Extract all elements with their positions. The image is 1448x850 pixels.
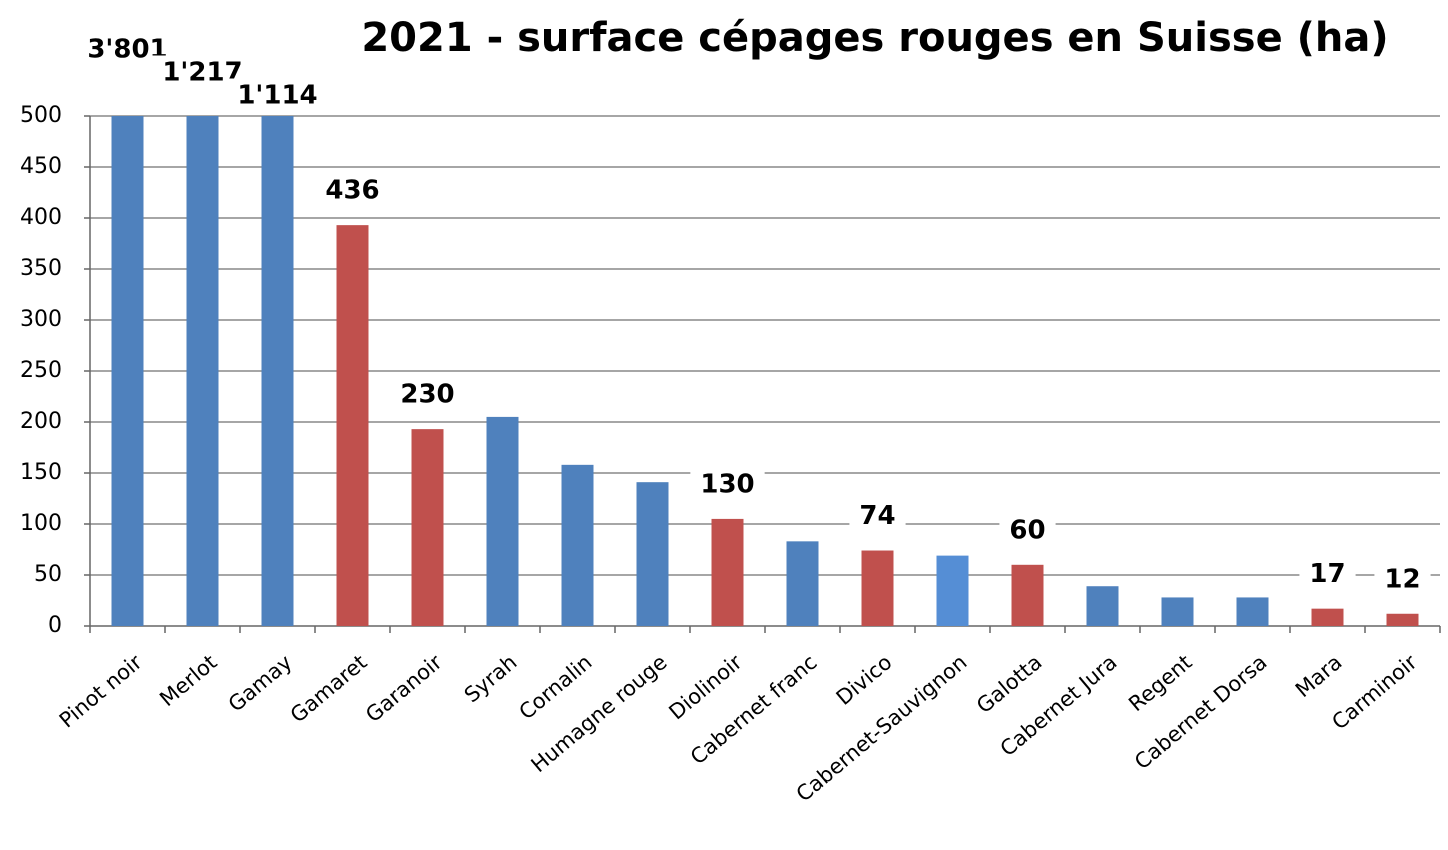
bar — [186, 116, 219, 626]
bar — [861, 550, 894, 626]
annotation-bg — [227, 78, 328, 113]
bar — [711, 518, 744, 626]
bar — [1011, 564, 1044, 626]
bar — [1161, 597, 1194, 626]
annotation: 12 — [1384, 564, 1420, 594]
annotation-bg — [390, 377, 465, 412]
annotation: 1'114 — [237, 81, 317, 111]
annotation: 130 — [700, 469, 754, 499]
x-tick-label: Cabernet franc — [686, 650, 822, 769]
annotation: 60 — [1009, 515, 1045, 545]
x-tick-label: Pinot noir — [55, 650, 147, 733]
x-tick-label: Gamay — [224, 650, 297, 717]
annotation-bg — [1374, 562, 1431, 597]
chart-title: 2021 - surface cépages rouges en Suisse … — [361, 15, 1388, 61]
annotation-bg — [690, 467, 765, 502]
y-tick-label: 450 — [20, 154, 62, 179]
bar — [1086, 586, 1119, 626]
x-tick-label: Mara — [1291, 650, 1347, 702]
x-tick-label: Humagne rouge — [526, 650, 671, 777]
bar — [561, 464, 594, 626]
y-tick-label: 400 — [20, 205, 62, 230]
bar — [411, 429, 444, 626]
bar — [336, 225, 369, 626]
x-tick-label: Syrah — [460, 650, 522, 707]
y-tick-label: 200 — [20, 409, 62, 434]
x-tick-label: Cabernet Dorsa — [1130, 650, 1272, 774]
x-tick-label: Garanoir — [361, 650, 447, 727]
x-tick-label: Divico — [832, 650, 897, 710]
annotation-bg — [849, 499, 906, 534]
annotation: 436 — [325, 176, 379, 206]
bar — [1386, 613, 1419, 626]
bar — [486, 416, 519, 626]
y-tick-label: 300 — [20, 307, 62, 332]
annotation-bg — [315, 173, 390, 208]
y-tick-label: 150 — [20, 460, 62, 485]
bar — [111, 116, 144, 626]
bar — [786, 541, 819, 626]
annotation-bg — [999, 513, 1056, 548]
bar — [636, 482, 669, 626]
y-tick-label: 100 — [20, 511, 62, 536]
x-tick-label: Galotta — [972, 650, 1047, 718]
annotation: 17 — [1309, 559, 1345, 589]
annotation: 230 — [400, 380, 454, 410]
bar — [1311, 608, 1344, 626]
x-tick-label: Merlot — [155, 650, 221, 711]
bars — [111, 116, 1419, 627]
bar — [1236, 597, 1269, 626]
annotation: 74 — [859, 501, 895, 531]
x-tick-label: Carminoir — [1327, 650, 1421, 735]
y-tick-label: 250 — [20, 358, 62, 383]
annotation-bg — [1299, 557, 1356, 592]
x-tick-label: Gamaret — [286, 650, 372, 727]
x-tick-label: Regent — [1124, 650, 1196, 716]
y-tick-label: 350 — [20, 256, 62, 281]
y-tick-label: 50 — [34, 562, 62, 587]
bar — [261, 116, 294, 627]
y-tick-label: 0 — [48, 613, 62, 638]
bar — [936, 555, 969, 626]
y-tick-label: 500 — [20, 103, 62, 128]
